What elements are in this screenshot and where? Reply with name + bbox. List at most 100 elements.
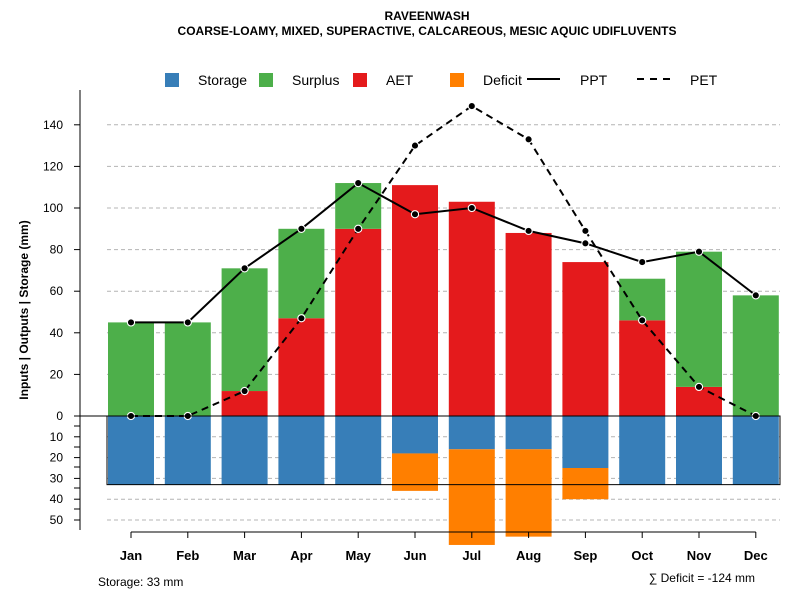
- axes: 0 20 40 60 80 100 120 140 10 20 30 40 50 Jan Feb Mar Apr…: [43, 90, 781, 563]
- storage-bar: [619, 416, 666, 485]
- x-tick-label: Jun: [403, 548, 426, 563]
- y-tick-label: 40: [50, 492, 64, 506]
- y-tick-label: 10: [50, 430, 64, 444]
- bars: [108, 183, 779, 545]
- y-tick-label: 120: [43, 159, 63, 173]
- pet-point: [581, 226, 590, 236]
- ppt-point: [297, 224, 306, 233]
- chart-title: RAVEENWASH: [384, 9, 469, 23]
- y-tick-label: 20: [50, 451, 64, 465]
- legend-label: Deficit: [483, 72, 522, 88]
- x-tick-label: Dec: [744, 548, 768, 563]
- aet-bar: [335, 228, 382, 416]
- storage-bar: [562, 416, 609, 468]
- pet-point: [410, 141, 420, 150]
- pet-point: [240, 386, 249, 396]
- ppt-point: [694, 247, 704, 256]
- ppt-point: [638, 257, 647, 267]
- pet-point: [638, 316, 647, 325]
- y-tick-label: 80: [50, 243, 64, 257]
- aet-bar: [392, 185, 438, 416]
- aet-bar: [562, 262, 609, 416]
- legend-swatch: [353, 73, 367, 87]
- ppt-point: [183, 318, 192, 327]
- ppt-point: [581, 239, 590, 248]
- legend-label: Surplus: [292, 72, 339, 88]
- surplus-bar: [278, 228, 325, 319]
- pet-point: [467, 101, 476, 111]
- aet-bar: [448, 201, 495, 416]
- legend-swatch: [259, 73, 273, 87]
- y-axis-label: Inputs | Outputs | Storage (mm): [17, 220, 31, 399]
- legend: Storage Surplus AET Deficit PPT PET: [165, 72, 718, 88]
- ppt-point: [354, 178, 363, 188]
- ppt-point: [467, 203, 476, 213]
- deficit-bar: [448, 449, 495, 545]
- x-tick-label: Feb: [176, 548, 199, 563]
- y-tick-label: 140: [43, 118, 63, 132]
- storage-bar: [732, 416, 779, 485]
- aet-bar: [278, 318, 325, 416]
- deficit-bar: [562, 468, 609, 500]
- deficit-bar: [392, 453, 438, 491]
- pet-point: [354, 224, 363, 233]
- surplus-bar: [108, 322, 154, 416]
- surplus-bar: [676, 251, 722, 387]
- x-tick-label: Apr: [290, 548, 312, 563]
- legend-label: PPT: [580, 72, 608, 88]
- x-tick-label: May: [346, 548, 372, 563]
- surplus-bar: [619, 278, 666, 321]
- storage-bar: [335, 416, 382, 485]
- x-tick-label: Mar: [233, 548, 256, 563]
- storage-bar: [505, 416, 552, 450]
- storage-bar: [448, 416, 495, 450]
- x-tick-label: Sep: [573, 548, 597, 563]
- y-tick-label: 60: [50, 284, 64, 298]
- x-tick-label: Aug: [516, 548, 541, 563]
- pet-point: [694, 382, 704, 392]
- surplus-bar: [732, 295, 779, 416]
- storage-bar: [392, 416, 438, 454]
- deficit-bar: [505, 449, 552, 537]
- storage-bar: [164, 416, 211, 485]
- ppt-line: [131, 181, 757, 324]
- aet-bar: [619, 320, 666, 416]
- legend-swatch: [450, 73, 464, 87]
- aet-bar: [221, 391, 268, 416]
- surplus-bar: [335, 183, 382, 229]
- y-tick-label: 40: [50, 326, 64, 340]
- x-tick-label: Oct: [631, 548, 653, 563]
- legend-label: Storage: [198, 72, 247, 88]
- legend-label: AET: [386, 72, 414, 88]
- y-tick-label: 50: [50, 513, 64, 527]
- ppt-point: [751, 291, 760, 300]
- pet-point: [524, 135, 533, 144]
- storage-bar: [676, 416, 722, 485]
- pet-line: [131, 104, 757, 417]
- storage-bar: [278, 416, 325, 485]
- y-tick-label: 100: [43, 201, 63, 215]
- surplus-bar: [221, 268, 268, 392]
- deficit-footer: ∑ Deficit = -124 mm: [649, 571, 755, 585]
- x-tick-label: Jan: [120, 548, 142, 563]
- y-tick-label: 20: [50, 367, 64, 381]
- storage-bar: [108, 416, 154, 485]
- aet-bar: [505, 232, 552, 416]
- legend-swatch: [165, 73, 179, 87]
- ppt-point: [524, 226, 533, 236]
- gridlines: [107, 124, 780, 521]
- x-tick-label: Nov: [687, 548, 712, 563]
- ppt-point: [410, 210, 420, 219]
- x-tick-label: Jul: [462, 548, 481, 563]
- legend-label: PET: [690, 72, 718, 88]
- y-tick-label: 0: [56, 409, 63, 423]
- surplus-bar: [164, 322, 211, 416]
- chart-subtitle: COARSE-LOAMY, MIXED, SUPERACTIVE, CALCAR…: [178, 24, 677, 38]
- ppt-point: [240, 264, 249, 273]
- pet-point: [297, 314, 306, 323]
- y-tick-label: 30: [50, 471, 64, 485]
- ppt-point: [126, 318, 136, 327]
- storage-bar: [221, 416, 268, 485]
- storage-footer: Storage: 33 mm: [98, 575, 183, 589]
